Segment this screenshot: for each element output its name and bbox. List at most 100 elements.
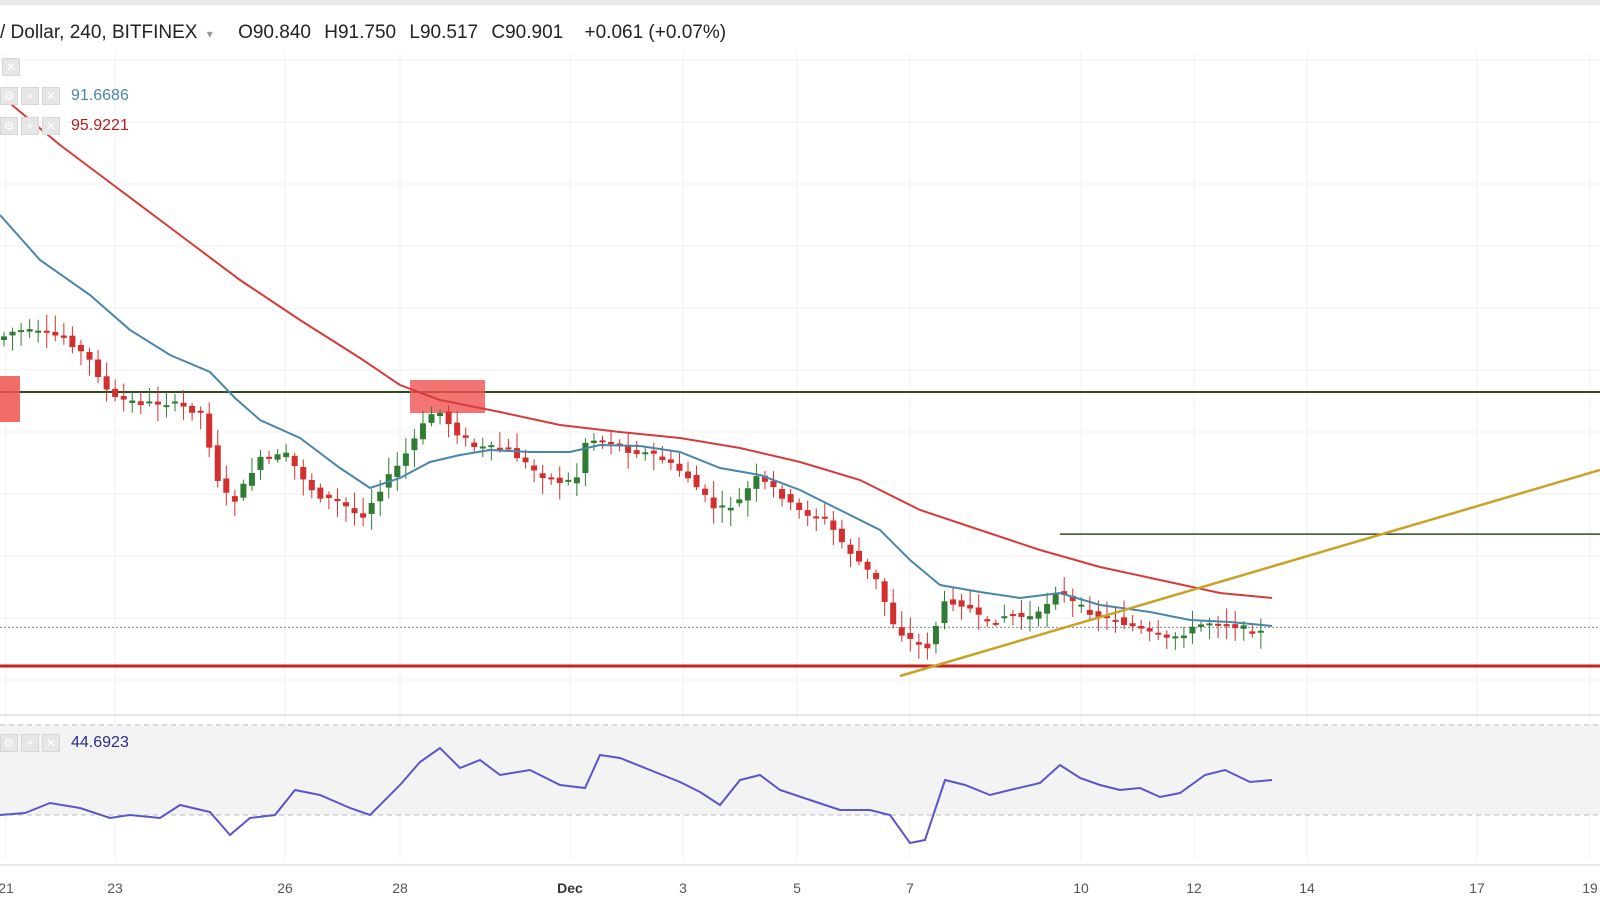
add-icon[interactable]: + <box>21 87 39 105</box>
candle-body <box>120 396 127 400</box>
candle-body <box>804 510 811 516</box>
candle-body <box>69 335 76 348</box>
candle-body <box>1180 635 1187 639</box>
candle-body <box>1121 617 1128 625</box>
candle-body <box>112 388 119 398</box>
candle-body <box>1001 616 1008 619</box>
candle-body <box>907 633 914 639</box>
candle-body <box>599 440 606 443</box>
candle-body <box>445 411 452 425</box>
candle-body <box>753 476 760 489</box>
candle-body <box>514 448 520 459</box>
candle-body <box>642 452 649 455</box>
candle-body <box>787 494 794 503</box>
settings-icon[interactable]: ⚙ <box>0 87 18 105</box>
candle-body <box>1061 591 1068 595</box>
candle-body <box>86 351 93 360</box>
symbol-label[interactable]: / Dollar, 240, BITFINEX <box>0 22 198 43</box>
candle-body <box>291 455 298 467</box>
candle-body <box>231 496 238 502</box>
candle-body <box>462 435 469 438</box>
candle-body <box>77 344 84 352</box>
candle-body <box>1086 609 1093 615</box>
candle-body <box>898 627 905 636</box>
x-tick-label: 23 <box>107 880 123 896</box>
candle-body <box>1163 634 1170 638</box>
symbol-dropdown-icon[interactable]: ▾ <box>206 27 213 41</box>
candle-body <box>1206 623 1213 626</box>
candle-body <box>667 459 674 463</box>
candle-body <box>813 516 820 519</box>
x-tick-label: 10 <box>1073 880 1089 896</box>
rsi-line <box>0 746 1273 845</box>
add-icon[interactable]: + <box>21 117 39 135</box>
candle-body <box>838 528 845 543</box>
candle-body <box>18 330 25 333</box>
candle-body <box>625 446 632 453</box>
candle-body <box>992 622 999 625</box>
candle-body <box>1035 611 1042 619</box>
candle-body <box>608 441 615 444</box>
candle-body <box>360 513 367 518</box>
candle-body <box>137 401 144 405</box>
candle-body <box>1189 626 1196 634</box>
candle-body <box>26 329 33 332</box>
candle-body <box>9 331 16 336</box>
candle-body <box>394 465 401 477</box>
indicator-row-ema-fast: ⚙ + ✕ 91.6686 <box>0 86 129 106</box>
candle-body <box>685 471 691 479</box>
add-icon[interactable]: + <box>21 734 39 752</box>
candle-body <box>206 413 213 448</box>
candle-body <box>702 488 709 495</box>
close-icon[interactable]: ✕ <box>2 58 20 76</box>
candle-body <box>984 619 991 622</box>
candle-body <box>411 438 418 451</box>
candle-body <box>402 453 409 466</box>
x-tick-label: 19 <box>1582 880 1598 896</box>
candle-body <box>1223 624 1230 627</box>
candle-body <box>154 401 161 405</box>
candle-body <box>488 445 495 448</box>
remove-icon[interactable]: ✕ <box>42 117 60 135</box>
candle-body <box>1103 616 1110 619</box>
remove-icon[interactable]: ✕ <box>42 87 60 105</box>
candle-body <box>1095 611 1102 617</box>
candle-body <box>531 465 538 471</box>
candle-body <box>1052 592 1059 605</box>
candle-body <box>172 401 178 404</box>
candle-body <box>1009 614 1016 617</box>
candle-body <box>377 491 384 502</box>
candle-body <box>864 561 871 570</box>
candle-body <box>43 330 50 333</box>
ema-slow-line <box>0 94 1273 599</box>
candle-body <box>257 456 264 470</box>
candle-body <box>334 498 341 502</box>
candle-body <box>317 487 324 499</box>
x-tick-label: 12 <box>1186 880 1202 896</box>
candle-body <box>300 467 307 480</box>
candle-body <box>924 643 931 649</box>
candle-body <box>274 454 281 460</box>
remove-icon[interactable]: ✕ <box>42 734 60 752</box>
candle-body <box>950 599 957 605</box>
rsi-value: 44.6923 <box>71 734 129 751</box>
candle-body <box>95 359 102 377</box>
candle-body <box>428 414 435 423</box>
candle-body <box>967 604 974 609</box>
ema-slow-value: 95.9221 <box>71 117 129 134</box>
candle-body <box>719 505 726 508</box>
candle-body <box>1138 626 1145 629</box>
candle-body <box>505 447 512 450</box>
candle-body <box>1018 612 1025 617</box>
settings-icon[interactable]: ⚙ <box>0 734 18 752</box>
candle-body <box>454 422 461 436</box>
candle-body <box>881 581 888 602</box>
candle-body <box>248 472 255 486</box>
top-border <box>0 0 1600 5</box>
settings-icon[interactable]: ⚙ <box>0 117 18 135</box>
indicator-row-ema-slow: ⚙ + ✕ 95.9221 <box>0 116 129 136</box>
candle-body <box>146 401 153 404</box>
candle-body <box>266 456 273 459</box>
candle-body <box>1146 628 1153 632</box>
